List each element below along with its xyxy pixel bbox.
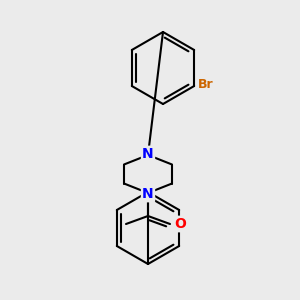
Text: N: N [142, 187, 154, 201]
Text: O: O [174, 217, 186, 231]
Text: N: N [142, 147, 154, 161]
Text: Br: Br [198, 77, 214, 91]
